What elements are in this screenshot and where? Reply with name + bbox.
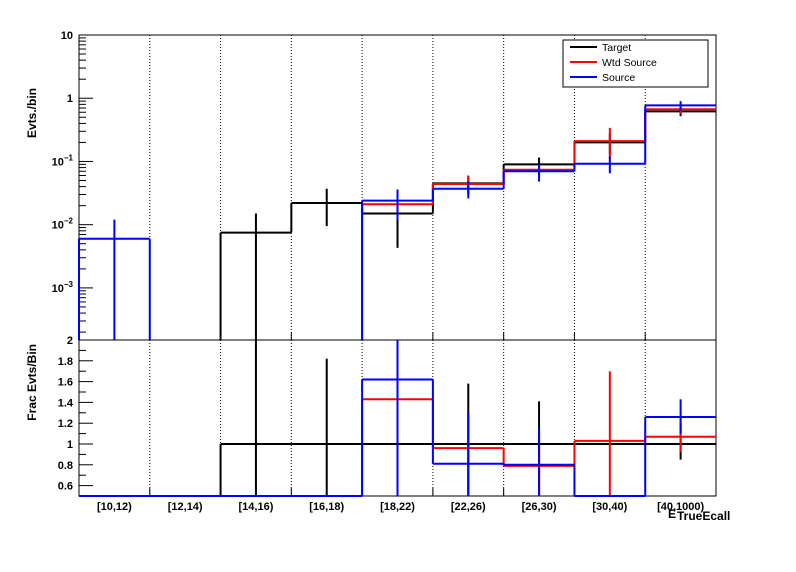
ratio-y-tick-label: 1.6 — [58, 377, 73, 389]
ratio-y-tick-label: 0.8 — [58, 460, 73, 472]
ratio-y-tick-label: 1.8 — [58, 356, 73, 368]
top-y-axis-title: Evts./bin — [25, 88, 39, 138]
ratio-panel: 0.6 0.8 1 1.2 1.4 1.6 1.8 2 [10,12) [12,14) [14,16… — [58, 335, 717, 513]
x-category-label: [40,1000) — [657, 501, 704, 513]
legend-label-target: Target — [602, 42, 631, 54]
x-category-label: [22,26) — [451, 501, 486, 513]
x-category-label: [12,14) — [168, 501, 203, 513]
ratio-y-tick-label: 2 — [67, 335, 73, 347]
x-axis-title: E TrueEcall — [668, 507, 730, 523]
top-y-tick-label: 1 — [67, 93, 73, 105]
legend: Target Wtd Source Source — [562, 39, 709, 88]
bottom-y-axis-title: Frac Evts/Bin — [25, 344, 39, 421]
x-category-label: [16,18) — [309, 501, 344, 513]
ratio-y-tick-label: 1.2 — [58, 418, 73, 430]
ratio-y-tick-label: 1 — [67, 439, 73, 451]
x-axis-title-main: E — [668, 507, 676, 521]
x-category-label: [30,40) — [592, 501, 627, 513]
legend-label-wtd-source: Wtd Source — [602, 57, 657, 69]
top-y-tick-label: 10 — [61, 30, 73, 42]
ratio-y-tick-label: 1.4 — [58, 397, 74, 409]
x-category-label: [10,12) — [97, 501, 132, 513]
x-category-label: [26,30) — [522, 501, 557, 513]
legend-label-source: Source — [602, 72, 635, 84]
x-category-label: [18,22) — [380, 501, 415, 513]
x-category-label: [14,16) — [239, 501, 274, 513]
x-axis-title-subscript: TrueEcall — [677, 509, 730, 523]
ratio-y-tick-label: 0.6 — [58, 481, 73, 493]
